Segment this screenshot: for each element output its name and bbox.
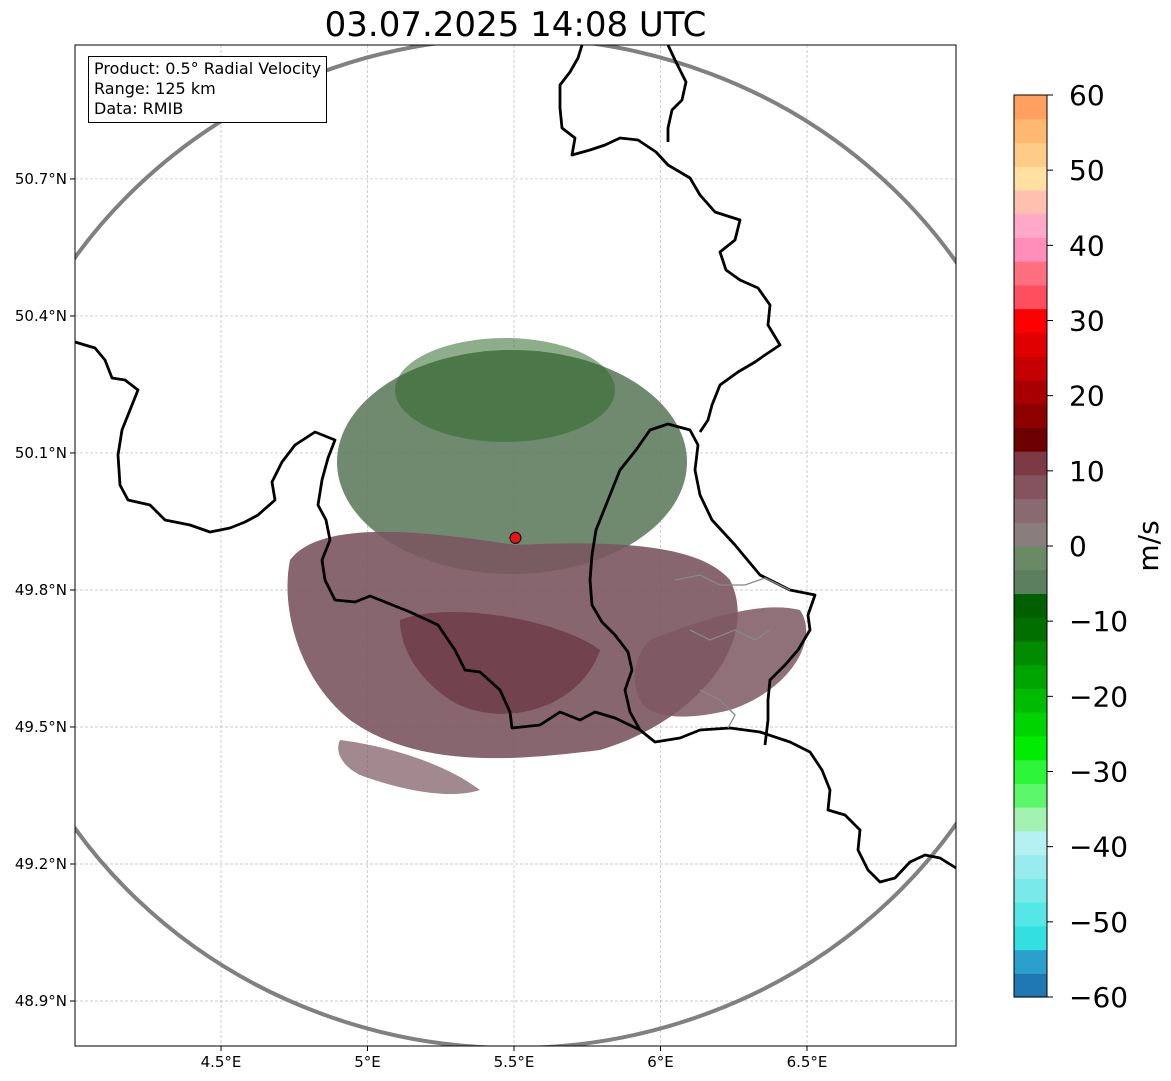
lat-tick-label: 48.9°N [15, 992, 67, 1010]
colorbar-segment [1014, 735, 1047, 761]
colorbar-tick-label: −50 [1069, 906, 1128, 939]
strong-approaching-core [395, 338, 615, 442]
colorbar-segment [1014, 569, 1047, 595]
radar-site-marker [509, 531, 522, 544]
colorbar-tick-label: 20 [1069, 380, 1105, 413]
colorbar-segment [1014, 403, 1047, 428]
colorbar-segment [1014, 356, 1047, 381]
admin-boundary-2 [689, 629, 771, 641]
colorbar-tick-label: −30 [1069, 756, 1128, 789]
border-germany-east [558, 45, 782, 433]
colorbar-segment [1014, 237, 1047, 262]
southern-echo-fragments [338, 740, 480, 795]
colorbar-segment [1014, 189, 1047, 215]
lat-tick-label: 49.2°N [15, 855, 67, 873]
product-info-line: Product: 0.5° Radial Velocity [94, 59, 322, 78]
colorbar-segment [1014, 451, 1047, 476]
colorbar-segment [1014, 640, 1047, 666]
border-france-germany-south [639, 726, 956, 884]
colorbar-segment [1014, 261, 1047, 286]
colorbar-segment [1014, 759, 1047, 784]
colorbar-segment [1014, 712, 1047, 737]
colorbar-segment [1014, 522, 1047, 547]
colorbar-segment [1014, 854, 1047, 879]
map-axis-ticks: 4.5°E 5°E 5.5°E 6°E 6.5°E 50.7°N 50.4°N 50.1°N 4… [15, 170, 828, 1071]
colorbar-segment [1014, 142, 1047, 167]
colorbar-tick-label: −10 [1069, 605, 1128, 638]
colorbar-tick-label: 10 [1069, 455, 1105, 488]
colorbar: 60 50 40 30 20 10 0 −10 −20 −30 −40 −50 −60 m/s [1013, 79, 1165, 1014]
product-info-box: Product: 0.5° Radial Velocity Range: 125… [88, 56, 328, 123]
colorbar-segment [1014, 166, 1047, 191]
lon-tick-label: 6.5°E [787, 1053, 828, 1071]
colorbar-segment [1014, 498, 1047, 523]
range-info-line: Range: 125 km [94, 79, 216, 98]
colorbar-segment [1014, 308, 1047, 333]
colorbar-segment [1014, 949, 1047, 974]
colorbar-tick-label: 40 [1069, 229, 1105, 262]
lat-tick-label: 49.8°N [15, 581, 67, 599]
colorbar-tick-label: −20 [1069, 680, 1128, 713]
colorbar-segment [1014, 118, 1047, 144]
border-belgium-france-west [75, 340, 641, 732]
colorbar-segment [1014, 664, 1047, 690]
colorbar-segment [1014, 332, 1047, 357]
colorbar-segment [1014, 830, 1047, 856]
lon-tick-label: 5°E [354, 1053, 381, 1071]
data-source-line: Data: RMIB [94, 99, 184, 118]
colorbar-tick-label: 30 [1069, 305, 1105, 338]
colorbar-tick-label: 60 [1069, 79, 1105, 112]
border-germany-north [666, 45, 688, 142]
colorbar-segment [1014, 379, 1047, 405]
colorbar-segment [1014, 284, 1047, 310]
strong-receding-core [400, 611, 600, 714]
map-title: 03.07.2025 14:08 UTC [324, 5, 707, 45]
lat-tick-label: 50.1°N [15, 444, 67, 462]
lon-tick-label: 4.5°E [201, 1053, 242, 1071]
colorbar-tick-label: 0 [1069, 530, 1087, 563]
admin-boundary-3 [699, 689, 736, 729]
colorbar-segment [1014, 973, 1047, 998]
colorbar-segment [1014, 427, 1047, 452]
admin-boundary-1 [674, 574, 791, 591]
border-luxembourg [588, 422, 817, 746]
colorbar-segment [1014, 617, 1047, 642]
colorbar-segment [1014, 902, 1047, 927]
colorbar-segment [1014, 546, 1047, 571]
map-panel [74, 44, 957, 1047]
colorbar-segment [1014, 783, 1047, 808]
colorbar-segment [1014, 213, 1047, 239]
lon-tick-label: 5.5°E [494, 1053, 535, 1071]
colorbar-unit-label: m/s [1132, 520, 1165, 571]
colorbar-segment [1014, 807, 1047, 832]
colorbar-tick-label: 50 [1069, 154, 1105, 187]
colorbar-segment [1014, 593, 1047, 618]
colorbar-segment [1014, 925, 1047, 951]
lat-tick-label: 50.4°N [15, 307, 67, 325]
colorbar-tick-label: −40 [1069, 831, 1128, 864]
colorbar-tick-label: −60 [1069, 981, 1128, 1014]
colorbar-segment [1014, 878, 1047, 903]
lat-tick-label: 50.7°N [15, 170, 67, 188]
lon-tick-label: 6°E [647, 1053, 674, 1071]
map-frame [74, 44, 957, 1047]
colorbar-segment [1014, 474, 1047, 500]
national-borders [75, 45, 956, 884]
lat-tick-label: 49.5°N [15, 718, 67, 736]
colorbar-segment [1014, 688, 1047, 713]
admin-boundaries [674, 574, 791, 729]
colorbar-segment [1014, 95, 1047, 120]
